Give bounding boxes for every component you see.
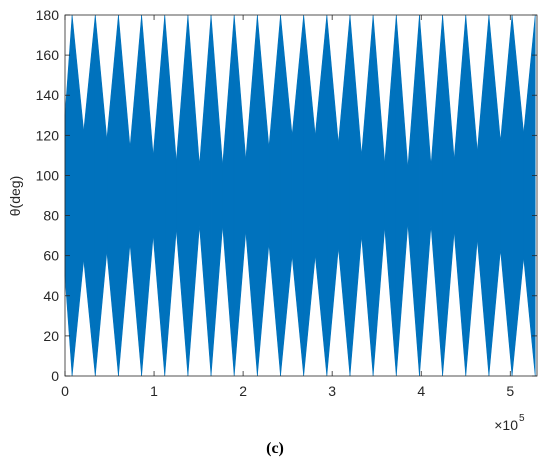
y-tick-label: 120 <box>36 127 60 143</box>
band-segment <box>199 14 212 377</box>
band-segment <box>233 14 247 377</box>
band-segment <box>210 14 223 377</box>
x-tick-label: 0 <box>61 383 69 399</box>
x-scale-exponent: 5 <box>519 413 525 424</box>
y-tick-label: 80 <box>43 208 59 224</box>
band-segment <box>152 14 166 377</box>
band-segment <box>500 14 513 377</box>
band-segment <box>291 14 304 377</box>
x-scale-base: ×10 <box>494 417 518 433</box>
x-tick-label: 1 <box>150 383 158 399</box>
y-axis-label: θ(deg) <box>7 176 23 216</box>
x-tick-label: 5 <box>506 383 514 399</box>
band-segment <box>523 14 536 377</box>
band-segment <box>222 14 235 377</box>
y-tick-label: 160 <box>36 47 60 63</box>
band-segment <box>384 14 397 377</box>
band-segment <box>280 14 293 377</box>
band-segment <box>83 14 96 377</box>
band-segment <box>164 14 177 377</box>
band-segment <box>64 14 73 377</box>
band-segment <box>118 14 131 377</box>
band-segment <box>477 14 490 377</box>
y-tick-label: 0 <box>51 368 59 384</box>
band-segment <box>71 14 85 377</box>
y-tick-label: 100 <box>36 167 60 183</box>
y-tick-label: 40 <box>43 288 59 304</box>
band-segment <box>407 14 420 377</box>
band-segment <box>419 14 432 377</box>
band-segment <box>245 14 258 377</box>
y-tick-label: 60 <box>43 248 59 264</box>
band-segment <box>442 14 455 377</box>
plot-frame <box>64 14 538 377</box>
band-segment <box>395 14 409 377</box>
band-segment <box>372 14 386 377</box>
x-tick-label: 4 <box>417 383 425 399</box>
y-tick-label: 140 <box>36 87 60 103</box>
band-segment <box>326 14 339 377</box>
band-segment <box>314 14 328 377</box>
band-segment <box>187 14 200 377</box>
band-segment <box>106 14 119 377</box>
band-segment <box>338 14 351 377</box>
band-segment <box>257 14 270 377</box>
x-tick-label: 2 <box>239 383 247 399</box>
band-segment <box>129 14 142 377</box>
x-tick-label: 3 <box>328 383 336 399</box>
band-segment <box>268 14 281 377</box>
band-segment <box>430 14 443 377</box>
band-segment <box>94 14 108 377</box>
y-tick-label: 180 <box>36 7 60 23</box>
band-segment <box>141 14 154 377</box>
band-segment <box>511 14 524 377</box>
caption: (c) <box>266 440 284 457</box>
band-segment <box>453 14 467 377</box>
y-tick-label: 20 <box>43 328 59 344</box>
band-segment <box>488 14 501 377</box>
band-segment <box>176 14 189 377</box>
band-segment <box>349 14 362 377</box>
band-segment <box>465 14 478 377</box>
band-segment <box>361 14 374 377</box>
band-segment <box>303 14 316 377</box>
